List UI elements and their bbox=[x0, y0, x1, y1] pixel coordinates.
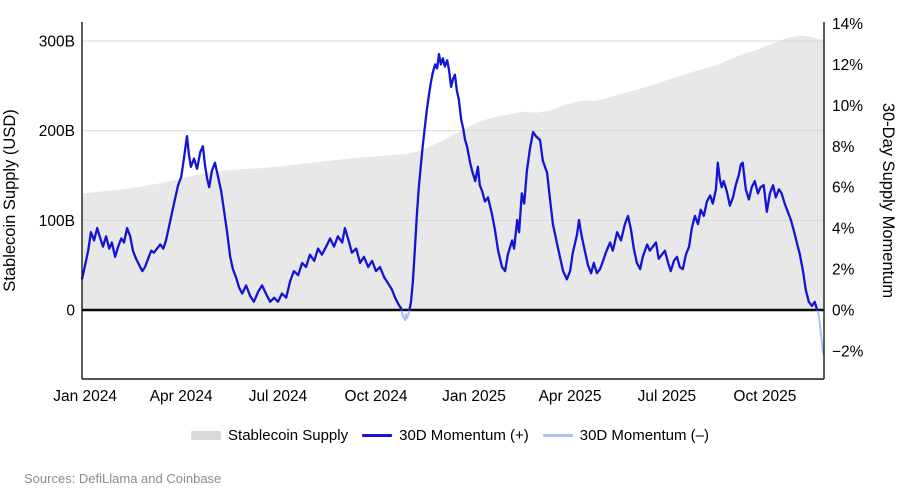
left-axis-tick-label: 100B bbox=[39, 213, 75, 230]
right-axis-tick-label: 10% bbox=[832, 98, 863, 115]
left-axis-tick-label: 200B bbox=[39, 123, 75, 140]
right-axis-tick-label: 12% bbox=[832, 57, 863, 74]
left-axis-tick-label: 300B bbox=[39, 34, 75, 51]
supply-area bbox=[82, 35, 824, 310]
right-axis-tick-label: 0% bbox=[832, 303, 855, 320]
legend-item-momentum-positive: 30D Momentum (+) bbox=[362, 427, 529, 444]
x-axis-tick-label: Oct 2025 bbox=[733, 388, 796, 405]
x-axis-tick-label: Apr 2025 bbox=[539, 388, 602, 405]
right-axis-tick-label: 14% bbox=[832, 16, 863, 33]
legend-item-stablecoin-supply: Stablecoin Supply bbox=[191, 427, 348, 444]
legend-label-momentum-negative: 30D Momentum (–) bbox=[579, 427, 709, 444]
x-axis-tick-label: Jul 2024 bbox=[249, 388, 308, 405]
x-axis-tick-label: Oct 2024 bbox=[345, 388, 408, 405]
right-axis-tick-label: 2% bbox=[832, 262, 855, 279]
momentum-positive-swatch bbox=[362, 434, 393, 437]
momentum-positive-line bbox=[80, 53, 819, 311]
right-axis-tick-label: 6% bbox=[832, 180, 855, 197]
legend-label-momentum-positive: 30D Momentum (+) bbox=[399, 427, 529, 444]
legend-label-stablecoin-supply: Stablecoin Supply bbox=[228, 427, 349, 444]
x-axis-tick-label: Jan 2025 bbox=[442, 388, 506, 405]
right-axis-tick-label: −2% bbox=[832, 343, 864, 360]
legend-item-momentum-negative: 30D Momentum (–) bbox=[542, 427, 709, 444]
supply-momentum-chart: 0 100B 200B 300B −2% 0% 2% 4% 6% 8% 10% 12% 14% Jan 2… bbox=[1, 16, 897, 405]
momentum-negative-swatch bbox=[542, 434, 573, 437]
legend: Stablecoin Supply 30D Momentum (+) 30D M… bbox=[0, 427, 900, 444]
x-axis-tick-label: Jul 2025 bbox=[638, 388, 697, 405]
left-axis-tick-label: 0 bbox=[66, 303, 75, 320]
source-note: Sources: DefiLlama and Coinbase bbox=[24, 471, 222, 486]
x-axis-tick-label: Jan 2024 bbox=[53, 388, 117, 405]
left-axis-title: Stablecoin Supply (USD) bbox=[1, 109, 19, 292]
right-axis-tick-label: 8% bbox=[832, 139, 855, 156]
right-axis-title: 30-Day Supply Momentum bbox=[879, 103, 897, 298]
x-axis-tick-label: Apr 2024 bbox=[150, 388, 213, 405]
right-axis-tick-label: 4% bbox=[832, 221, 855, 238]
supply-area-swatch bbox=[191, 431, 222, 440]
